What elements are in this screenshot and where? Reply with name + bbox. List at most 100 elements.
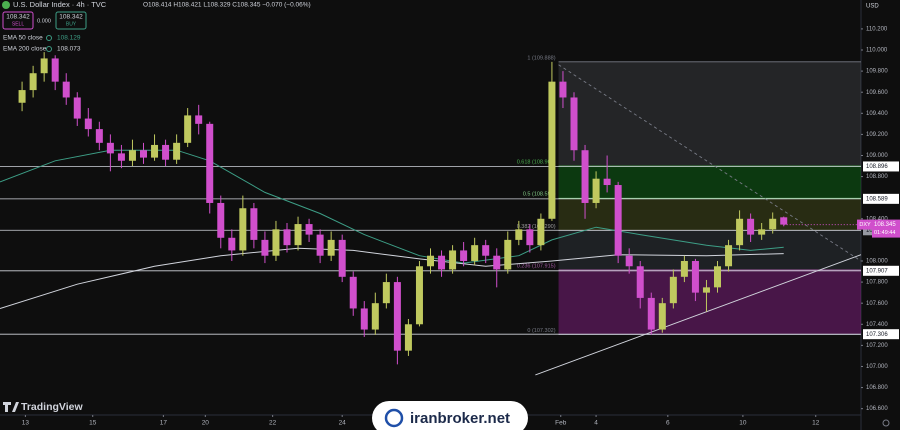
candle-body: [151, 144, 159, 158]
candle-body: [272, 229, 280, 256]
x-tick-label: 24: [339, 420, 347, 427]
candle-body: [51, 58, 59, 82]
y-tick-label: 109.800: [866, 69, 888, 75]
candle-body: [669, 276, 677, 304]
candle-body: [780, 217, 788, 225]
countdown-label: 01:49:44: [874, 230, 895, 236]
spread: 0.000: [37, 18, 51, 24]
candle-body: [427, 255, 434, 267]
sell-price: 108.342: [6, 14, 30, 21]
candle-body: [62, 81, 70, 98]
buy-label: BUY: [66, 21, 77, 27]
candle-body: [239, 208, 247, 251]
symbol-tag-label: DXY: [859, 222, 871, 228]
candle-body: [140, 150, 147, 158]
candle-body: [128, 150, 136, 161]
price-tag-label: 108.896: [866, 164, 888, 170]
x-tick-label: 12: [812, 420, 820, 427]
candle-body: [647, 297, 655, 330]
y-tick-label: 108.800: [866, 174, 888, 180]
candle-body: [349, 276, 357, 309]
y-tick-label: 107.200: [866, 343, 888, 349]
candle-body: [570, 97, 578, 151]
buy-button[interactable]: [55, 11, 87, 30]
price-tag: [863, 161, 899, 172]
candle-body: [526, 229, 534, 246]
candle-body: [283, 229, 291, 246]
candle-body: [294, 224, 302, 246]
candle-body: [747, 218, 755, 235]
indicator-icon: [46, 35, 52, 41]
y-tick-label: 108.400: [866, 216, 888, 222]
candle-body: [691, 260, 699, 293]
x-tick-label: 6: [666, 420, 670, 427]
candle-body: [680, 260, 688, 277]
candle-body: [504, 239, 512, 270]
candle-body: [548, 81, 556, 219]
watermark-text: iranbroker.net: [410, 410, 510, 427]
candle-body: [559, 81, 567, 98]
fib-band: [558, 269, 861, 335]
candle-body: [736, 218, 744, 246]
candle-body: [371, 303, 379, 330]
candle-body: [360, 308, 368, 330]
candle-body: [438, 255, 446, 270]
sell-button[interactable]: [2, 11, 34, 30]
ema-line: [0, 247, 784, 309]
candle-body: [250, 208, 258, 240]
fib-label: 0.382 (108.290): [517, 224, 556, 230]
fib-label: 0.5 (108.595): [523, 192, 556, 198]
x-tick-label: Feb: [555, 420, 567, 427]
trendline: [535, 254, 862, 376]
candle-body: [73, 97, 81, 119]
candle-body: [29, 73, 37, 91]
candle-body: [206, 123, 214, 203]
candle-body: [195, 115, 203, 124]
candle-body: [725, 245, 733, 267]
y-tick-label: 107.600: [866, 301, 888, 307]
candle-body: [636, 266, 644, 298]
indicator-icon: [46, 46, 52, 52]
y-tick-label: 107.800: [866, 280, 888, 286]
candle-body: [173, 142, 181, 160]
y-tick-label: 107.400: [866, 322, 888, 328]
fib-band: [558, 61, 861, 167]
y-tick-label: 109.600: [866, 90, 888, 96]
logo-text: TradingView: [21, 401, 83, 413]
x-tick-label: 20: [202, 420, 210, 427]
candle-body: [471, 245, 479, 261]
fib-label: 1 (109.888): [527, 55, 555, 61]
candle-body: [714, 266, 721, 288]
candle-body: [382, 282, 390, 304]
price-tag-label: 107.306: [866, 332, 888, 338]
candle-body: [614, 185, 622, 256]
x-tick-label: 13: [22, 420, 30, 427]
y-tick-label: 110.200: [866, 26, 888, 32]
candle-body: [592, 178, 600, 203]
candle-body: [338, 239, 346, 277]
x-tick-label: 4: [594, 420, 598, 427]
indicator-label: EMA 50 close: [3, 35, 43, 42]
candle-body: [581, 150, 589, 203]
candle-body: [393, 282, 401, 351]
fib-band: [558, 198, 861, 231]
symbol-title: U.S. Dollar Index · 4h · TVC: [13, 0, 107, 9]
y-tick-label: 106.800: [866, 385, 888, 391]
y-tick-label: 107.000: [866, 364, 888, 370]
y-tick-label: 109.000: [866, 153, 888, 159]
fib-band: [558, 230, 861, 270]
x-tick-label: 10: [739, 420, 747, 427]
candle-body: [228, 237, 236, 251]
symbol-tag: [857, 219, 873, 230]
candle-body: [460, 250, 468, 261]
currency-label: USD: [866, 4, 879, 10]
last-price-tag: [872, 219, 900, 238]
fib-label: 0.236 (107.915): [517, 263, 556, 269]
settings-button[interactable]: [882, 419, 890, 427]
candle-body: [404, 324, 412, 351]
candle-body: [184, 115, 192, 143]
price-tag-label: 108.589: [866, 196, 888, 202]
